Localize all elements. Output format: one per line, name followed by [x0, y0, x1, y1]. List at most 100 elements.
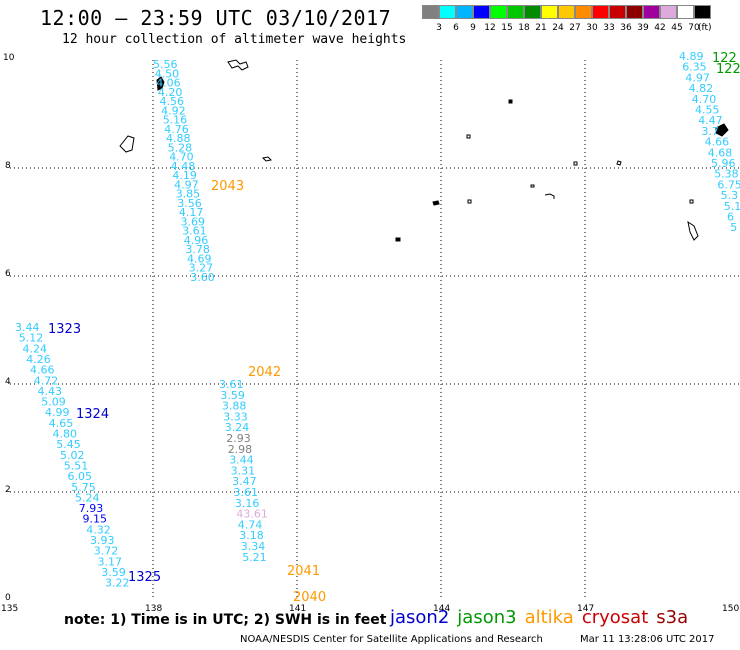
scale-swatch: [592, 5, 609, 19]
swh-reading: 3.61: [219, 378, 244, 391]
scale-label: 70: [688, 23, 700, 33]
pass-label-1324: 1324: [76, 407, 109, 422]
swh-reading: 5.96: [711, 157, 736, 170]
swh-reading: 4.17: [179, 206, 204, 219]
y-tick-label: 6: [5, 269, 11, 279]
pass-label-2042: 2042: [248, 365, 281, 380]
y-tick-label: 10: [3, 53, 15, 63]
swh-reading: 4.92: [161, 104, 186, 117]
swh-reading: 4.89: [679, 50, 704, 63]
scale-label: 6: [453, 23, 459, 33]
y-tick-label: 4: [5, 377, 11, 387]
swh-reading: 5.24: [75, 491, 100, 504]
swh-reading: 4.97: [174, 178, 199, 191]
pass-labels: 2043 2042 2041 2040 1323 1324 1325 122 1…: [48, 51, 740, 605]
swh-reading: 3.61: [234, 486, 259, 499]
y-axis: 0 2 4 6 8 10: [3, 53, 15, 603]
chart-title: 12:00 – 23:59 UTC 03/10/2017: [40, 6, 392, 30]
swh-reading: 4.80: [53, 428, 78, 441]
swh-reading: 3.56: [177, 197, 202, 210]
scale-label: 45: [671, 23, 683, 33]
chart-subtitle: 12 hour collection of altimeter wave hei…: [62, 32, 407, 47]
swh-reading: 3.31: [231, 464, 256, 477]
swh-reading: 4.99: [45, 406, 70, 419]
swh-reading: 3.18: [239, 529, 263, 542]
swh-reading: 3.93: [90, 534, 115, 547]
swh-reading: 4.74: [238, 518, 262, 531]
y-tick-label: 2: [5, 485, 11, 495]
x-tick-label: 138: [145, 604, 162, 614]
swh-reading: 3.59: [101, 566, 126, 579]
swh-reading: 5.12: [19, 332, 44, 345]
scale-swatch: [473, 5, 490, 19]
island-outline: [687, 220, 699, 241]
swh-reading: 5.75: [71, 481, 96, 494]
scale-swatch: [490, 5, 507, 19]
swh-reading: 4.69: [187, 252, 212, 265]
swh-reading: 4.24: [23, 342, 48, 355]
swh-reading: 5.16: [163, 114, 188, 127]
scale-label: 24: [552, 23, 564, 33]
swh-reading: 4.76: [164, 123, 189, 136]
pass-label-2041: 2041: [287, 564, 320, 579]
swh-reading: 3.24: [225, 421, 250, 434]
swh-reading: 5.28: [168, 141, 193, 154]
swh-reading: 4.43: [38, 385, 63, 398]
pass-label-1325: 1325: [128, 570, 161, 585]
x-tick-label: 147: [577, 604, 594, 614]
swh-reading: 2.98: [228, 443, 253, 456]
scale-swatch: [626, 5, 643, 19]
swh-reading: 4.47: [698, 114, 723, 127]
mission-jason3: jason3: [457, 607, 517, 628]
island-outline: [395, 237, 401, 242]
scale-label: 15: [501, 23, 513, 33]
swh-reading: 3.47: [232, 475, 257, 488]
swh-reading: 9.15: [83, 513, 108, 526]
scale-label: 21: [535, 23, 547, 33]
swh-reading: 4.88: [166, 132, 191, 145]
scale-swatch: [609, 5, 626, 19]
scale-swatch: [422, 5, 439, 19]
swh-reading: 4.66: [30, 364, 55, 377]
pass-label-122: 122: [712, 51, 737, 66]
swh-reading: 3.34: [241, 540, 265, 553]
mission-jason2: jason2: [390, 607, 450, 628]
island-outline: [715, 123, 729, 137]
swh-reading: 5.3: [721, 189, 739, 202]
island-outline: [156, 76, 165, 91]
swh-reading: 4.82: [689, 82, 714, 95]
mission-cryosat: cryosat: [581, 607, 649, 628]
scale-label: 27: [569, 23, 581, 33]
x-tick-label: 141: [289, 604, 306, 614]
scale-swatch: [660, 5, 677, 19]
mission-s3a: s3a: [656, 607, 689, 628]
pass-label-2043: 2043: [211, 179, 244, 194]
swh-reading: 4.26: [26, 353, 51, 366]
scale-swatch: [643, 5, 660, 19]
swh-reading: 6.35: [682, 61, 707, 74]
scale-label: 3: [436, 23, 442, 33]
island-outline: [544, 193, 555, 199]
swh-reading: 4.48: [171, 160, 196, 173]
scale-label: 30: [586, 23, 598, 33]
swh-reading: 3.78: [185, 243, 210, 256]
swh-reading: 5.02: [60, 449, 85, 462]
island-outline: [119, 135, 135, 153]
scale-label: 39: [637, 23, 649, 33]
scale-swatch: [507, 5, 524, 19]
footer-credit: NOAA/NESDIS Center for Satellite Applica…: [240, 634, 543, 645]
swh-reading: 4.06: [156, 77, 181, 90]
scale-swatch: [558, 5, 575, 19]
x-tick-label: 144: [433, 604, 450, 614]
swh-reading: 3.27: [189, 262, 214, 275]
footer-note: note: 1) Time is in UTC; 2) SWH is in fe…: [64, 612, 387, 628]
swh-reading: 3.7: [701, 125, 719, 138]
swh-reading: 3.59: [220, 389, 245, 402]
scale-unit: (ft): [698, 23, 712, 33]
swh-reading: 3.44: [15, 321, 40, 334]
y-tick-label: 8: [5, 161, 11, 171]
swh-reading: 6.05: [68, 470, 93, 483]
island-outline: [616, 160, 622, 166]
swh-reading: 5.21: [242, 551, 267, 564]
swh-reading: 3.72: [94, 545, 119, 558]
